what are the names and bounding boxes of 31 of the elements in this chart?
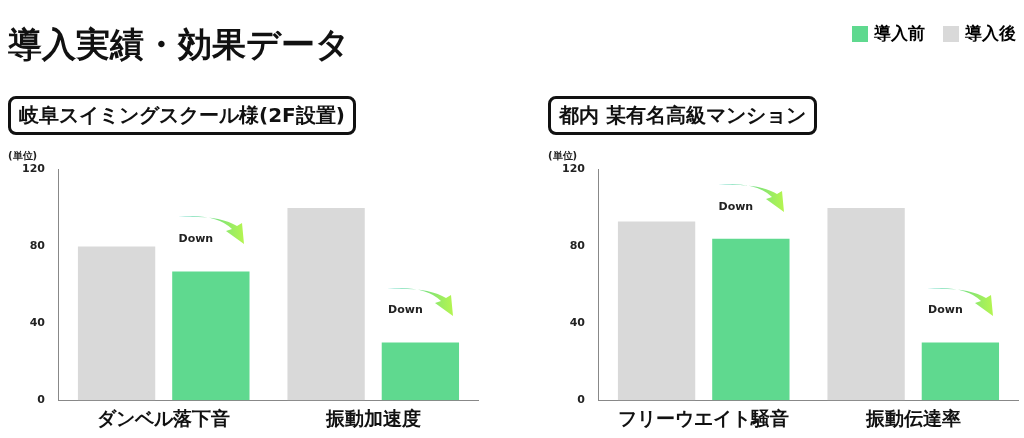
chart-title: 導入実績・効果データ <box>8 23 350 66</box>
x-tick-label: 振動加速度 <box>324 406 421 429</box>
y-tick-label: 80 <box>29 239 46 253</box>
y-axis-title: (単位) <box>8 150 38 161</box>
legend-label: 導入後 <box>965 22 1016 45</box>
y-tick-label: 120 <box>561 162 586 176</box>
chart-subtitle: 都内 某有名高級マンション <box>548 96 817 135</box>
annotation: Down <box>718 199 754 213</box>
legend-label: 導入前 <box>874 22 925 45</box>
y-tick-label: 40 <box>29 316 46 330</box>
y-tick-label: 120 <box>21 162 46 176</box>
y-tick-label: 40 <box>569 316 586 330</box>
x-tick-label: ダンベル落下音 <box>97 406 231 429</box>
bar <box>712 238 790 401</box>
bar <box>172 271 250 401</box>
annotation: Down <box>178 232 214 246</box>
bar <box>287 208 365 401</box>
bar <box>381 342 460 401</box>
x-tick-label: フリーウエイト騒音 <box>618 406 790 429</box>
chart-subtitle: 岐阜スイミングスクール様(2F設置) <box>8 96 356 135</box>
y-tick-label: 80 <box>569 239 586 253</box>
x-tick-label: 振動伝達率 <box>864 406 961 429</box>
annotation: Down <box>928 303 963 317</box>
bar <box>921 342 1000 401</box>
annotation: Down <box>388 303 423 317</box>
bar <box>827 208 905 401</box>
bar <box>77 246 156 401</box>
y-tick-label: 0 <box>37 393 46 407</box>
bar <box>617 221 696 401</box>
y-axis-title: (単位) <box>548 150 578 161</box>
y-tick-label: 0 <box>577 393 586 407</box>
